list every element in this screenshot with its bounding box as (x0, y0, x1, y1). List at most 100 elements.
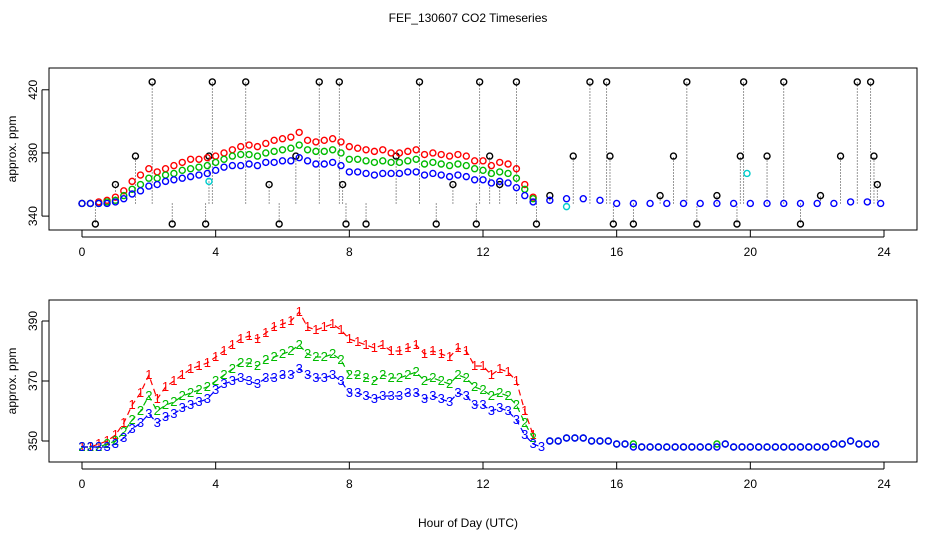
top-series-0-point (245, 141, 253, 149)
bottom-x-tick-label: 24 (877, 477, 891, 491)
bottom-series-4-point (871, 440, 880, 448)
top-x-tick-label: 20 (744, 245, 758, 259)
top-series-2-point (462, 172, 470, 181)
bottom-series-1-point: 2 (446, 376, 453, 391)
bottom-series-2-point: 3 (137, 415, 144, 430)
top-y-tick-label: 420 (26, 79, 40, 99)
top-series-0-point (111, 193, 120, 201)
outlier-point (148, 78, 156, 86)
top-series-2-point (362, 169, 370, 178)
top-series-0-point (328, 135, 337, 143)
bottom-x-tick-label: 16 (610, 477, 624, 491)
bottom-series-1-point: 2 (362, 370, 369, 385)
top-series-2-point (521, 191, 529, 200)
bottom-series-2-point: 3 (212, 382, 219, 397)
bottom-x-tick-label: 8 (346, 477, 353, 491)
bottom-series-0-point: 1 (87, 439, 94, 454)
top-series-2-point (328, 158, 337, 167)
bottom-series-4-point (721, 440, 729, 448)
top-series-1-point (211, 158, 220, 167)
bottom-series-1-point: 2 (204, 379, 211, 394)
top-series-2-point (136, 187, 145, 195)
bottom-series-1-point: 2 (337, 352, 344, 367)
outlier-point (91, 220, 100, 228)
top-series-1-point (262, 149, 270, 157)
bottom-series-4-point (713, 443, 721, 451)
top-series-0-point (337, 138, 345, 146)
bottom-series-2-point: 3 (446, 394, 453, 409)
bottom-series-0-point: 1 (496, 361, 503, 376)
outlier-point (763, 152, 771, 160)
bottom-series-4-point (654, 443, 663, 451)
top-series-2-point (445, 172, 454, 181)
outlier-point (733, 220, 741, 228)
top-series-1-point (420, 160, 429, 168)
bottom-series-1-point: 2 (179, 388, 186, 403)
outlier-point (449, 180, 457, 189)
top-series-2-point (337, 161, 345, 170)
bottom-series-1-point: 2 (496, 385, 503, 400)
bottom-series-0-point: 1 (521, 403, 528, 418)
top-series-2-point (729, 199, 738, 208)
outlier-point (606, 152, 614, 160)
bottom-series-2-point: 3 (371, 391, 378, 406)
bottom-series-0-point: 1 (362, 337, 369, 352)
bottom-series-0-point: 1 (245, 328, 252, 343)
bottom-series-1-point: 2 (112, 433, 119, 448)
bottom-series-2-point: 3 (471, 397, 478, 412)
bottom-series-2-point: 3 (454, 385, 461, 400)
bottom-series-4-point (629, 443, 638, 451)
top-series-1-point (496, 168, 504, 176)
outlier-point (275, 220, 283, 228)
top-series-2-point (120, 195, 128, 203)
bottom-series-1-point: 2 (279, 346, 286, 361)
bottom-series-4-point (771, 443, 780, 451)
outlier-point (201, 220, 210, 228)
top-series-0-point (170, 161, 178, 170)
bottom-series-1-point: 2 (387, 370, 394, 385)
bottom-series-4-point (554, 437, 562, 445)
top-series-2-point (379, 169, 387, 178)
outlier-point (265, 180, 273, 189)
bottom-series-4-point (663, 443, 671, 451)
outlier-point (693, 220, 701, 228)
top-series-1-point (128, 185, 136, 193)
bottom-series-2-point: 3 (463, 388, 470, 403)
bottom-series-0-point: 1 (371, 340, 378, 355)
outlier-point (713, 191, 721, 200)
top-series-2-point (629, 199, 638, 208)
bottom-series-0-point: 1 (262, 325, 269, 340)
bottom-series-1-point: 2 (220, 367, 227, 382)
bottom-series-0-point: 1 (129, 397, 136, 412)
bottom-series-0-point: 1 (204, 355, 211, 370)
top-series-1-point (203, 161, 212, 170)
outlier-point (131, 152, 140, 160)
top-series-1-point (161, 171, 170, 179)
outlier-point (496, 180, 504, 189)
outlier-point (432, 220, 440, 228)
bottom-x-tick-label: 4 (212, 477, 219, 491)
top-series-1-point (479, 166, 487, 175)
bottom-series-1-point: 2 (530, 430, 537, 445)
top-series-2-point (696, 199, 704, 208)
bottom-series-0-point: 1 (137, 385, 144, 400)
bottom-series-1-point: 2 (321, 349, 328, 364)
top-series-0-point (454, 150, 462, 159)
top-series-1-point (362, 157, 370, 165)
outlier-point (335, 78, 344, 86)
top-x-tick-label: 12 (476, 245, 490, 259)
bottom-series-1-point: 2 (454, 367, 461, 382)
bottom-series-2-point: 3 (387, 388, 394, 403)
top-series-3-point (743, 169, 751, 178)
bottom-series-2-point: 3 (245, 373, 252, 388)
bottom-series-1-point: 2 (287, 343, 294, 358)
bottom-series-2-point: 3 (488, 403, 495, 418)
bottom-series-1-point: 2 (413, 364, 420, 379)
bottom-series-2-point: 3 (404, 385, 411, 400)
bottom-series-1-point: 2 (271, 349, 278, 364)
top-series-0-point (153, 168, 161, 176)
top-series-1-point (303, 146, 312, 154)
top-series-2-point (312, 160, 320, 168)
top-series-2-point (345, 168, 354, 176)
top-series-0-point (186, 155, 195, 163)
